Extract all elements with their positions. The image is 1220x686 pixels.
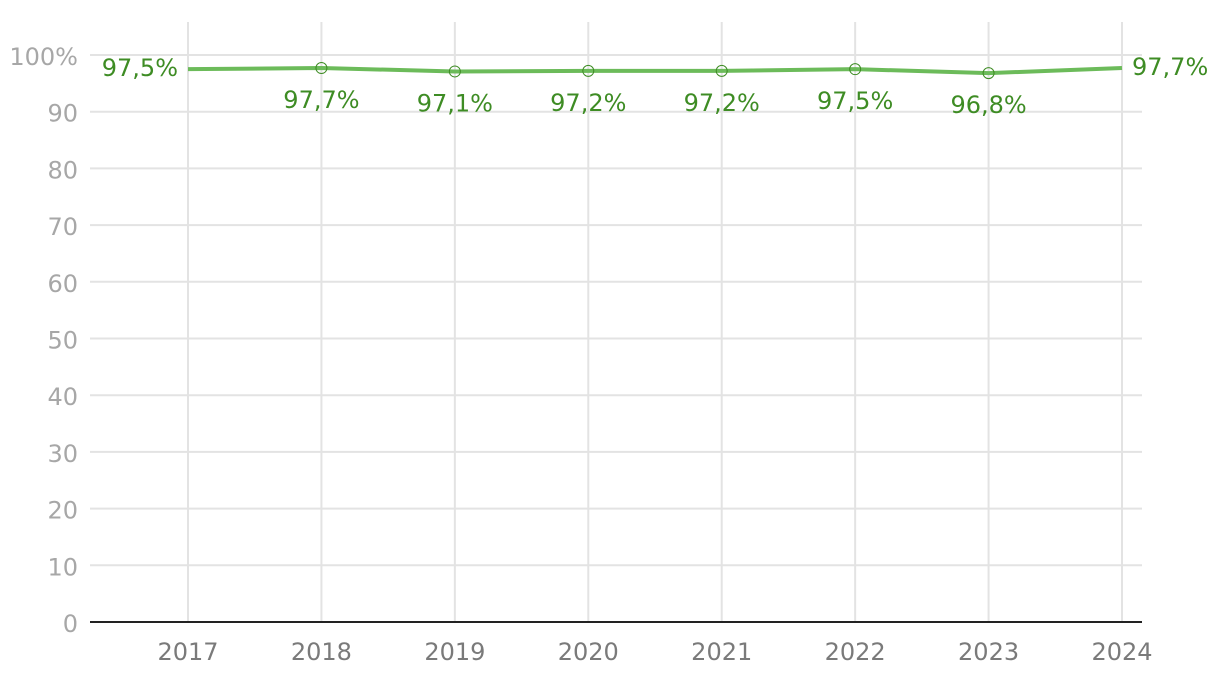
value-label: 97,2% <box>684 89 760 117</box>
value-label: 97,5% <box>817 87 893 115</box>
marker <box>715 64 728 77</box>
marker <box>448 65 461 78</box>
value-label: 97,5% <box>102 54 178 82</box>
x-tick-label: 2023 <box>958 638 1019 666</box>
value-label: 96,8% <box>950 91 1026 119</box>
y-tick-label: 90 <box>47 100 78 128</box>
line <box>187 66 1123 76</box>
y-tick-label: 100% <box>9 43 78 71</box>
marker <box>315 62 328 75</box>
value-label: 97,2% <box>550 89 626 117</box>
value-label: 97,1% <box>417 89 493 117</box>
y-tick-label: 80 <box>47 156 78 184</box>
marker <box>849 63 862 76</box>
y-tick-label: 30 <box>47 440 78 468</box>
y-tick-label: 0 <box>63 610 78 638</box>
x-tick-label: 2018 <box>291 638 352 666</box>
y-tick-label: 10 <box>47 553 78 581</box>
y-tick-label: 70 <box>47 213 78 241</box>
value-label: 97,7% <box>283 86 359 114</box>
x-tick-label: 2017 <box>157 638 218 666</box>
x-tick-label: 2020 <box>558 638 619 666</box>
x-tick-label: 2024 <box>1091 638 1152 666</box>
y-tick-label: 40 <box>47 383 78 411</box>
x-tick-label: 2019 <box>424 638 485 666</box>
marker <box>582 64 595 77</box>
x-tick-label: 2022 <box>825 638 886 666</box>
marker <box>982 67 995 80</box>
y-tick-label: 50 <box>47 327 78 355</box>
y-tick-label: 20 <box>47 497 78 525</box>
y-tick-label: 60 <box>47 270 78 298</box>
x-tick-label: 2021 <box>691 638 752 666</box>
value-label: 97,7% <box>1132 53 1208 81</box>
